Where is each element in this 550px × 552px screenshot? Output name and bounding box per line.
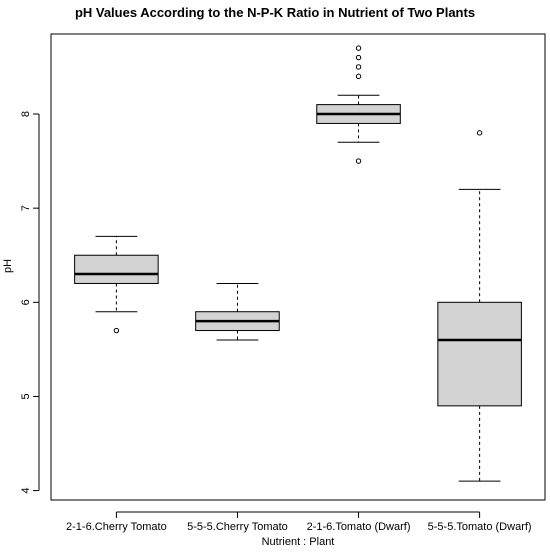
outlier-point — [355, 73, 362, 80]
x-axis: 2-1-6.Cherry Tomato 5-5-5.Cherry Tomato 2-… — [66, 511, 532, 533]
outlier-point — [355, 45, 362, 51]
box-iqr — [437, 301, 522, 407]
box-2 — [195, 282, 280, 341]
x-tick-label: 2-1-6.Cherry Tomato — [66, 521, 167, 533]
x-axis-label: Nutrient : Plant — [262, 536, 335, 548]
plot-frame — [50, 33, 546, 501]
y-tick-label: 5 — [20, 393, 32, 399]
box-3 — [316, 45, 401, 164]
outlier-point — [355, 54, 362, 61]
box-series — [74, 45, 522, 482]
y-tick-label: 6 — [20, 299, 32, 305]
outlier-point — [113, 327, 120, 334]
x-tick-label: 2-1-6.Tomato (Dwarf) — [307, 521, 411, 533]
box-4 — [437, 130, 522, 482]
box-1 — [74, 235, 159, 334]
outlier-point — [476, 130, 483, 136]
box-iqr — [74, 254, 159, 284]
chart-title: pH Values According to the N-P-K Ratio i… — [75, 5, 475, 20]
y-tick-label: 7 — [20, 205, 32, 211]
y-axis-label: pH — [2, 259, 14, 273]
y-axis: 4 5 6 7 8 — [20, 111, 40, 494]
x-tick-label: 5-5-5.Cherry Tomato — [187, 521, 288, 533]
x-tick-label: 5-5-5.Tomato (Dwarf) — [428, 521, 532, 533]
y-tick-label: 8 — [20, 111, 32, 117]
outlier-point — [355, 64, 362, 70]
outlier-point — [355, 158, 362, 164]
y-tick-label: 4 — [20, 488, 32, 494]
